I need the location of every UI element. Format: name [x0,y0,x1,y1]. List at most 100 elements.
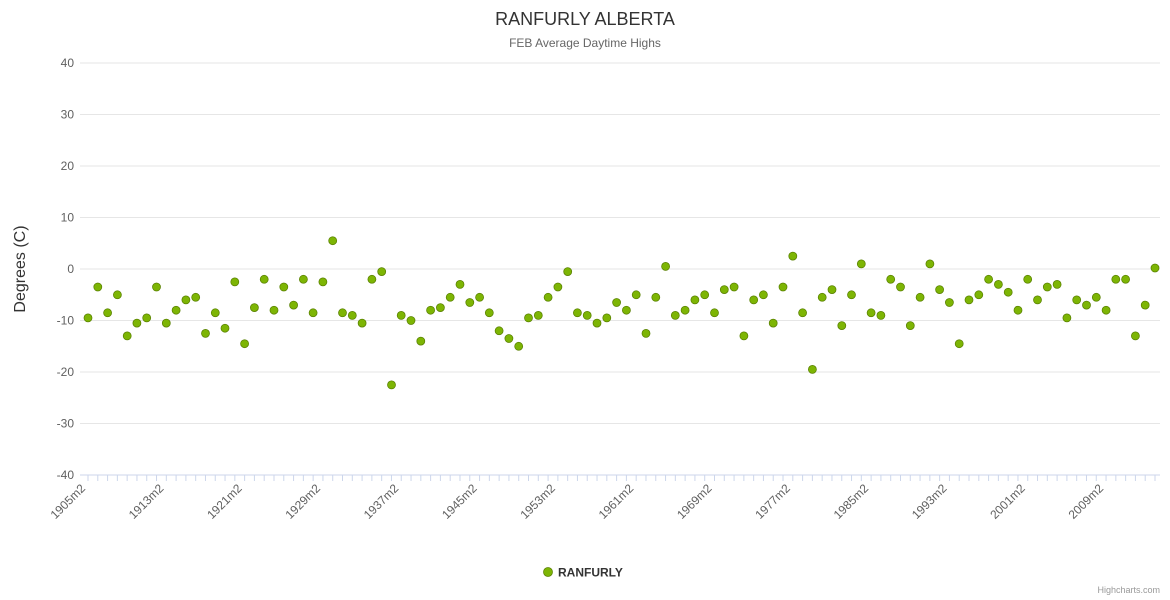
data-point[interactable] [318,277,328,287]
data-point[interactable] [915,292,925,302]
data-point[interactable] [670,311,680,320]
data-point[interactable] [651,292,661,302]
data-point[interactable] [690,295,700,305]
data-point[interactable] [103,308,112,318]
data-point[interactable] [700,290,710,300]
data-point[interactable] [768,318,778,328]
data-point[interactable] [132,318,142,328]
data-point[interactable] [896,282,905,292]
data-point[interactable] [191,292,201,302]
data-point[interactable] [201,329,210,338]
data-point[interactable] [984,274,993,284]
data-point[interactable] [377,267,387,276]
data-point[interactable] [847,290,856,300]
data-point[interactable] [1072,295,1082,305]
data-point[interactable] [1082,300,1091,310]
data-point[interactable] [259,274,269,284]
data-point[interactable] [230,277,240,287]
data-point[interactable] [837,321,847,330]
data-point[interactable] [181,295,191,305]
data-point[interactable] [416,336,426,346]
data-point[interactable] [798,308,807,318]
data-point[interactable] [622,305,631,315]
data-point[interactable] [612,298,621,307]
data-point[interactable] [83,313,93,323]
data-point[interactable] [1140,300,1150,310]
data-point[interactable] [974,290,984,300]
data-point[interactable] [935,285,944,294]
data-point[interactable] [641,329,651,338]
data-point[interactable] [484,308,494,318]
data-point[interactable] [1091,292,1101,302]
data-point[interactable] [1131,331,1140,341]
data-point[interactable] [142,313,152,323]
data-point[interactable] [1023,274,1033,284]
data-point[interactable] [719,285,729,294]
data-point[interactable] [866,308,876,318]
data-point[interactable] [475,292,484,302]
data-point[interactable] [161,318,171,328]
data-point[interactable] [524,313,533,323]
data-point[interactable] [406,316,416,325]
data-point[interactable] [455,280,465,289]
data-point[interactable] [122,331,132,341]
data-point[interactable] [808,365,817,374]
data-point[interactable] [1111,274,1121,284]
data-point[interactable] [553,282,563,292]
legend-item-ranfurly[interactable]: RANFURLY [543,566,623,580]
data-point[interactable] [514,341,524,351]
data-point[interactable] [426,305,435,315]
data-point[interactable] [289,300,298,310]
data-point[interactable] [504,334,514,343]
data-point[interactable] [739,331,749,341]
data-point[interactable] [445,292,455,302]
data-point[interactable] [1003,287,1013,297]
data-point[interactable] [1101,305,1111,315]
data-point[interactable] [876,311,886,320]
data-point[interactable] [1013,305,1023,315]
data-point[interactable] [387,380,396,390]
data-point[interactable] [338,308,347,318]
data-point[interactable] [925,259,935,269]
data-point[interactable] [328,236,338,246]
data-point[interactable] [1042,282,1052,292]
data-point[interactable] [240,339,249,349]
data-point[interactable] [279,282,289,292]
data-point[interactable] [886,274,896,284]
data-point[interactable] [367,274,377,284]
data-point[interactable] [494,326,504,336]
data-point[interactable] [661,262,670,271]
data-point[interactable] [93,282,103,292]
data-point[interactable] [817,292,827,302]
data-point[interactable] [905,321,915,330]
data-point[interactable] [1150,263,1160,273]
data-point[interactable] [1121,274,1130,284]
data-point[interactable] [563,267,573,276]
data-point[interactable] [573,308,582,318]
data-point[interactable] [299,274,308,284]
data-point[interactable] [543,292,553,302]
data-point[interactable] [759,290,768,300]
data-point[interactable] [1062,313,1072,323]
data-point[interactable] [533,311,543,320]
data-point[interactable] [436,303,445,312]
data-point[interactable] [152,282,161,292]
data-point[interactable] [113,290,122,300]
data-point[interactable] [778,282,788,292]
data-point[interactable] [680,305,690,315]
data-point[interactable] [710,308,719,318]
data-point[interactable] [396,311,406,320]
data-point[interactable] [602,313,612,323]
data-point[interactable] [631,290,641,300]
data-point[interactable] [171,305,181,315]
data-point[interactable] [827,285,837,294]
data-point[interactable] [964,295,974,305]
data-point[interactable] [308,308,318,318]
data-point[interactable] [788,251,798,261]
data-point[interactable] [357,318,367,328]
data-point[interactable] [729,282,739,292]
data-point[interactable] [210,308,220,318]
credits-link[interactable]: Highcharts.com [1097,585,1160,595]
data-point[interactable] [749,295,759,305]
data-point[interactable] [250,303,259,312]
